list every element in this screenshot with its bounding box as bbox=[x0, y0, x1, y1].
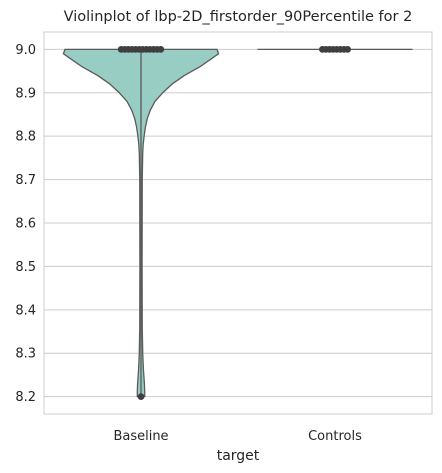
y-tick-label: 8.9 bbox=[15, 86, 36, 101]
data-point bbox=[157, 45, 165, 53]
y-tick-label: 8.4 bbox=[15, 303, 36, 318]
plot-frame bbox=[43, 31, 433, 415]
x-tick-label: Controls bbox=[308, 429, 362, 444]
y-tick-labels: 8.2 8.3 8.4 8.5 8.6 8.7 8.8 8.9 9.0 bbox=[15, 43, 36, 405]
grid-lines bbox=[44, 48, 432, 398]
y-tick-label: 8.7 bbox=[15, 173, 36, 188]
data-point bbox=[137, 393, 145, 401]
y-tick-label: 8.6 bbox=[15, 217, 36, 232]
y-tick-label: 8.8 bbox=[15, 130, 36, 145]
x-axis-title: target bbox=[217, 448, 260, 464]
y-tick-label: 8.5 bbox=[15, 260, 36, 275]
x-tick-labels: Baseline Controls bbox=[113, 429, 362, 444]
y-tick-label: 9.0 bbox=[15, 43, 36, 58]
x-tick-label: Baseline bbox=[113, 429, 168, 444]
chart-title: Violinplot of lbp-2D_firstorder_90Percen… bbox=[64, 9, 413, 25]
y-tick-label: 8.3 bbox=[15, 347, 36, 362]
y-tick-label: 8.2 bbox=[15, 390, 36, 405]
data-point bbox=[344, 45, 351, 53]
data-points bbox=[117, 45, 351, 401]
